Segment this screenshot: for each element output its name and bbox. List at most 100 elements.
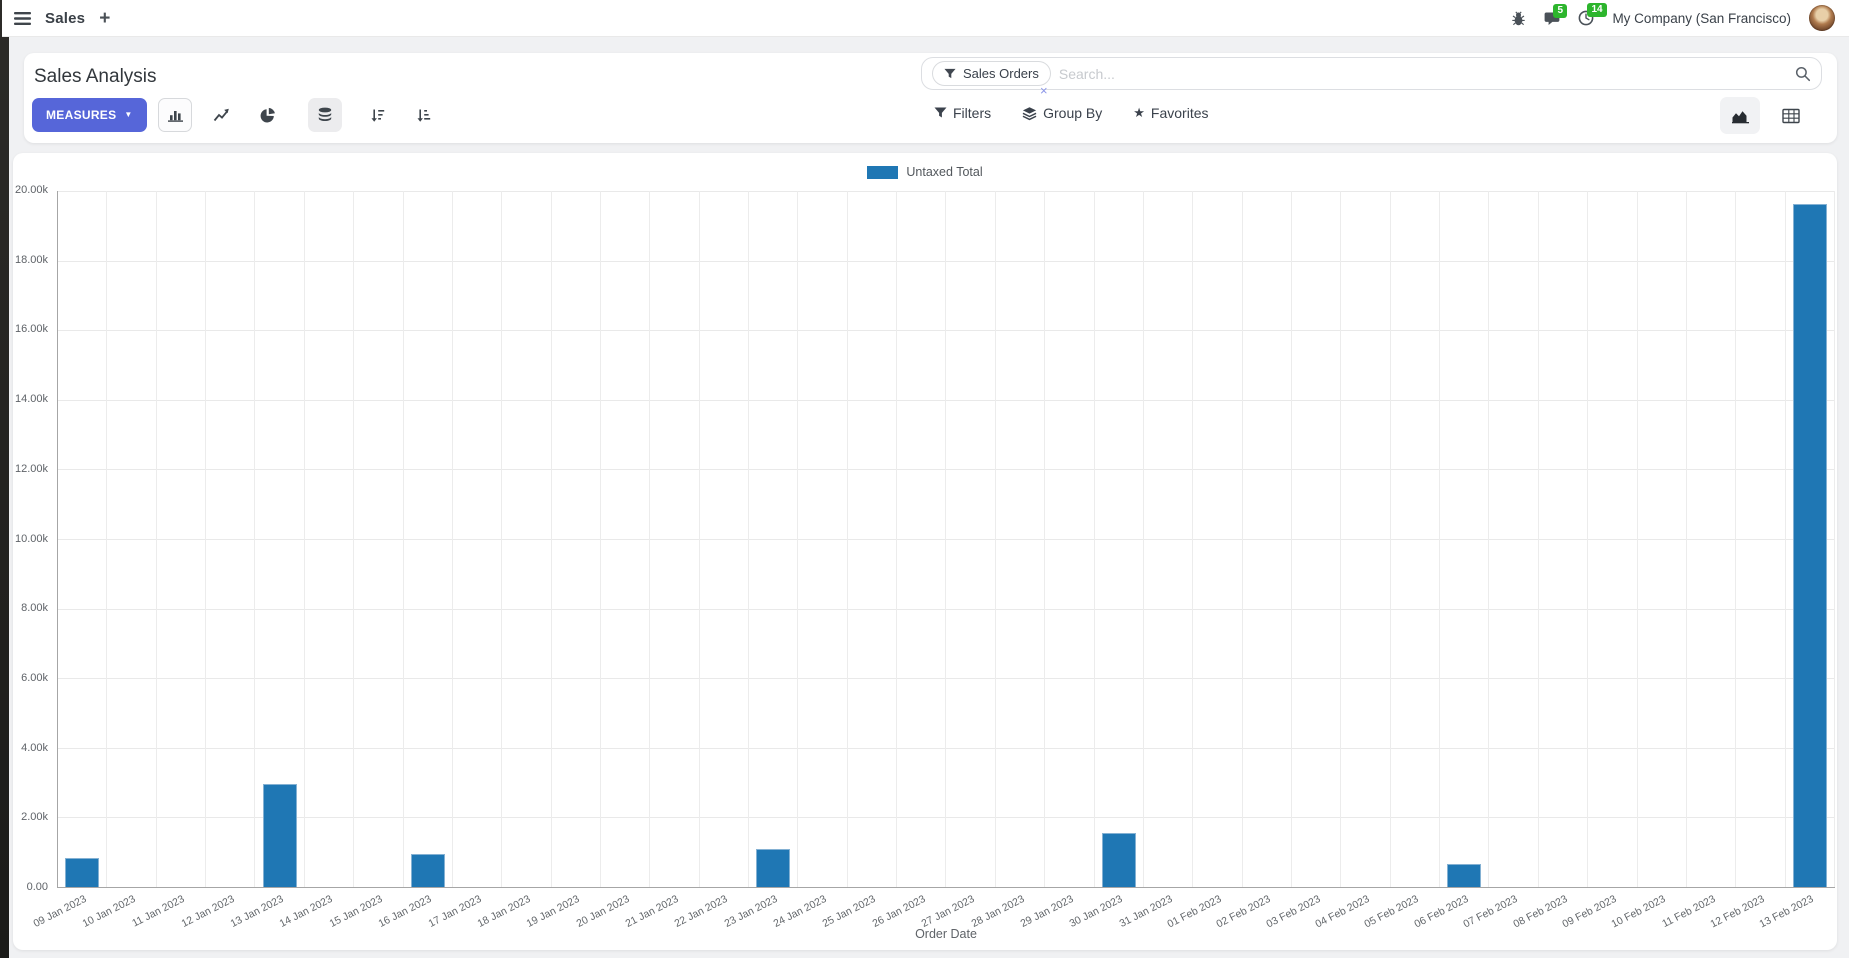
bar[interactable] <box>1792 203 1827 887</box>
x-axis-label: 20 Jan 2023 <box>574 893 632 930</box>
chart-column <box>1440 191 1490 887</box>
x-axis-label: 14 Jan 2023 <box>277 893 335 930</box>
chart-column <box>848 191 898 887</box>
chart-column <box>1144 191 1194 887</box>
y-axis-label: 6.00k <box>21 671 48 684</box>
x-axis-label: 25 Jan 2023 <box>820 893 878 930</box>
chart-column <box>404 191 453 887</box>
sort-descending-button[interactable] <box>360 98 394 132</box>
x-axis-label: 07 Feb 2023 <box>1461 893 1520 931</box>
chart-column <box>1736 191 1786 887</box>
h-gridline <box>58 678 1835 680</box>
window-edge <box>0 0 9 958</box>
h-gridline <box>58 260 1835 262</box>
search-input[interactable] <box>1058 65 1787 82</box>
y-axis-labels: 20.00k 18.00k 16.00k 14.00k 12.00k 10.00k 8.00… <box>13 184 51 893</box>
chart-column <box>1045 191 1095 887</box>
chart-column <box>601 191 651 887</box>
h-gridline <box>58 608 1835 610</box>
x-axis-label: 06 Feb 2023 <box>1412 893 1471 931</box>
chart-column <box>1292 191 1342 887</box>
favorites-button[interactable]: ★ Favorites <box>1133 105 1208 121</box>
bar[interactable] <box>1447 864 1482 887</box>
chart-column <box>749 191 799 887</box>
x-axis-label: 13 Jan 2023 <box>228 893 286 930</box>
bar[interactable] <box>65 858 100 887</box>
chart-column <box>1095 191 1144 887</box>
x-axis-label: 10 Feb 2023 <box>1609 893 1668 931</box>
bar[interactable] <box>262 784 297 887</box>
star-icon: ★ <box>1133 105 1145 121</box>
bar[interactable] <box>756 849 791 887</box>
search-icon[interactable] <box>1795 66 1811 82</box>
bar[interactable] <box>1101 833 1136 887</box>
pie-chart-button[interactable] <box>250 98 284 132</box>
x-axis-label: 19 Jan 2023 <box>524 893 582 930</box>
h-gridline <box>58 747 1835 749</box>
line-chart-button[interactable] <box>204 98 238 132</box>
x-axis-title: Order Date <box>915 927 977 941</box>
search-options-row: Filters Group By ★ Favorites <box>934 105 1209 121</box>
x-axis-label: 12 Jan 2023 <box>179 893 237 930</box>
filters-button[interactable]: Filters <box>934 105 991 121</box>
x-axis-label: 08 Feb 2023 <box>1510 893 1569 931</box>
x-axis-label: 10 Jan 2023 <box>80 893 138 930</box>
chart-column <box>1687 191 1737 887</box>
debug-bug-icon[interactable] <box>1511 11 1526 26</box>
search-facet[interactable]: Sales Orders <box>932 61 1051 86</box>
chart-column <box>107 191 157 887</box>
measures-label: MEASURES <box>46 108 117 122</box>
messages-badge: 5 <box>1553 3 1567 18</box>
sort-ascending-button[interactable] <box>406 98 440 132</box>
x-axis-label: 02 Feb 2023 <box>1214 893 1273 931</box>
x-axis-label: 17 Jan 2023 <box>426 893 484 930</box>
chart-column <box>1341 191 1391 887</box>
bar[interactable] <box>410 854 445 887</box>
stacked-toggle-button[interactable] <box>308 98 342 132</box>
chevron-down-icon: ▼ <box>124 110 133 119</box>
x-axis-label: 24 Jan 2023 <box>771 893 829 930</box>
search-bar[interactable]: Sales Orders <box>921 57 1822 90</box>
user-avatar[interactable] <box>1809 5 1835 31</box>
chart-column <box>1539 191 1589 887</box>
chart-column <box>552 191 601 887</box>
x-axis-label: 04 Feb 2023 <box>1313 893 1372 931</box>
h-gridline <box>58 817 1835 819</box>
x-axis-label: 12 Feb 2023 <box>1708 893 1767 931</box>
y-axis-label: 0.00 <box>26 881 48 893</box>
company-switcher[interactable]: My Company (San Francisco) <box>1612 10 1791 26</box>
pivot-view-button[interactable] <box>1775 100 1807 132</box>
group-by-button[interactable]: Group By <box>1022 105 1102 121</box>
messages-icon[interactable]: 5 <box>1544 3 1567 26</box>
x-axis-label: 15 Jan 2023 <box>327 893 385 930</box>
new-tab-button[interactable]: + <box>99 7 111 29</box>
chart-column <box>1193 191 1243 887</box>
x-axis-label: 31 Jan 2023 <box>1117 893 1175 930</box>
bar-chart-button[interactable] <box>158 98 192 132</box>
pivot-table-icon <box>1782 108 1800 124</box>
x-axis-label: 26 Jan 2023 <box>870 893 928 930</box>
activities-badge: 14 <box>1587 3 1607 17</box>
x-axis-label: 21 Jan 2023 <box>623 893 681 930</box>
filter-funnel-icon <box>934 107 947 118</box>
chart-column <box>1489 191 1539 887</box>
chart-column <box>305 191 355 887</box>
x-axis-label: 23 Jan 2023 <box>722 893 780 930</box>
activities-clock-icon[interactable]: 14 <box>1578 3 1607 26</box>
area-graph-icon <box>1731 110 1749 123</box>
x-axis-label: 18 Jan 2023 <box>475 893 533 930</box>
graph-view-button[interactable] <box>1720 97 1760 134</box>
legend-item[interactable]: Untaxed Total <box>13 165 1837 179</box>
page-title: Sales Analysis <box>34 66 157 87</box>
app-name[interactable]: Sales <box>45 9 86 27</box>
chart-column <box>453 191 503 887</box>
hamburger-menu-icon[interactable] <box>14 11 31 25</box>
y-axis-label: 10.00k <box>14 532 48 545</box>
control-panel: Sales Analysis MEASURES ▼ Sales Orders ×… <box>24 53 1837 143</box>
chart-column <box>1638 191 1687 887</box>
x-axis-label: 01 Feb 2023 <box>1165 893 1224 931</box>
measures-button[interactable]: MEASURES ▼ <box>32 98 147 132</box>
chart-column <box>897 191 947 887</box>
y-axis-label: 14.00k <box>14 393 48 406</box>
facet-remove-icon[interactable]: × <box>1040 83 1048 98</box>
